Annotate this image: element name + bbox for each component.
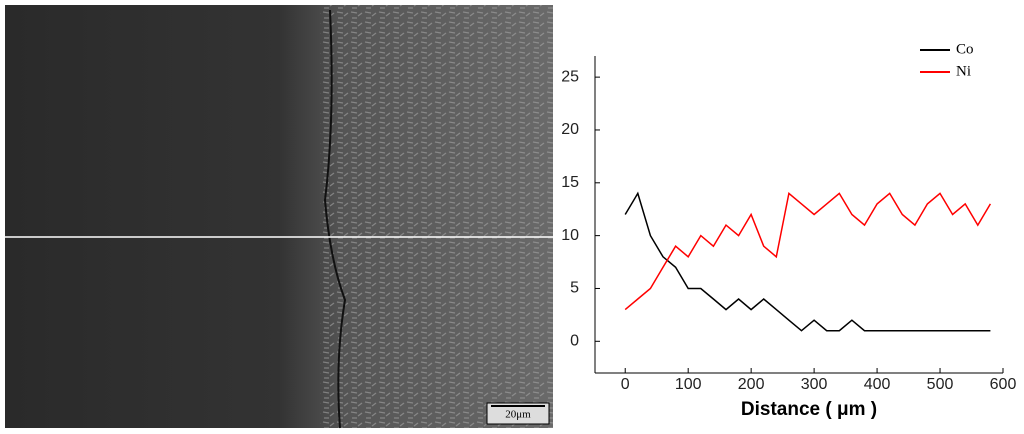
x-tick-label: 500 bbox=[927, 376, 954, 393]
sem-boundary bbox=[323, 9, 347, 429]
sem-texture bbox=[320, 5, 553, 428]
y-tick-label: 0 bbox=[570, 333, 579, 350]
series-line bbox=[624, 191, 991, 332]
x-axis-label: Distance ( μm ) bbox=[741, 399, 877, 420]
line-chart: 0 5 10 15 20 25 0 100 200 300 400 500 600 Distance ( … bbox=[561, 41, 1016, 420]
x-tick-label: 100 bbox=[675, 376, 702, 393]
x-tick-label: 400 bbox=[864, 376, 891, 393]
scale-box bbox=[486, 402, 550, 425]
x-tick-label: 0 bbox=[621, 376, 630, 393]
legend-label: Co bbox=[956, 41, 974, 57]
legend-label: Ni bbox=[956, 63, 971, 79]
x-tick-label: 600 bbox=[990, 376, 1017, 393]
x-tick-label: 300 bbox=[801, 376, 828, 393]
y-tick-label: 10 bbox=[561, 227, 579, 244]
scale-label: 20μm bbox=[505, 409, 531, 421]
sem-image: 20μm bbox=[5, 5, 553, 429]
y-tick-label: 25 bbox=[561, 68, 579, 85]
y-tick-label: 15 bbox=[561, 174, 579, 191]
y-tick-label: 20 bbox=[561, 121, 579, 138]
y-tick-label: 5 bbox=[570, 280, 579, 297]
series-line bbox=[624, 192, 992, 311]
x-tick-label: 200 bbox=[738, 376, 765, 393]
